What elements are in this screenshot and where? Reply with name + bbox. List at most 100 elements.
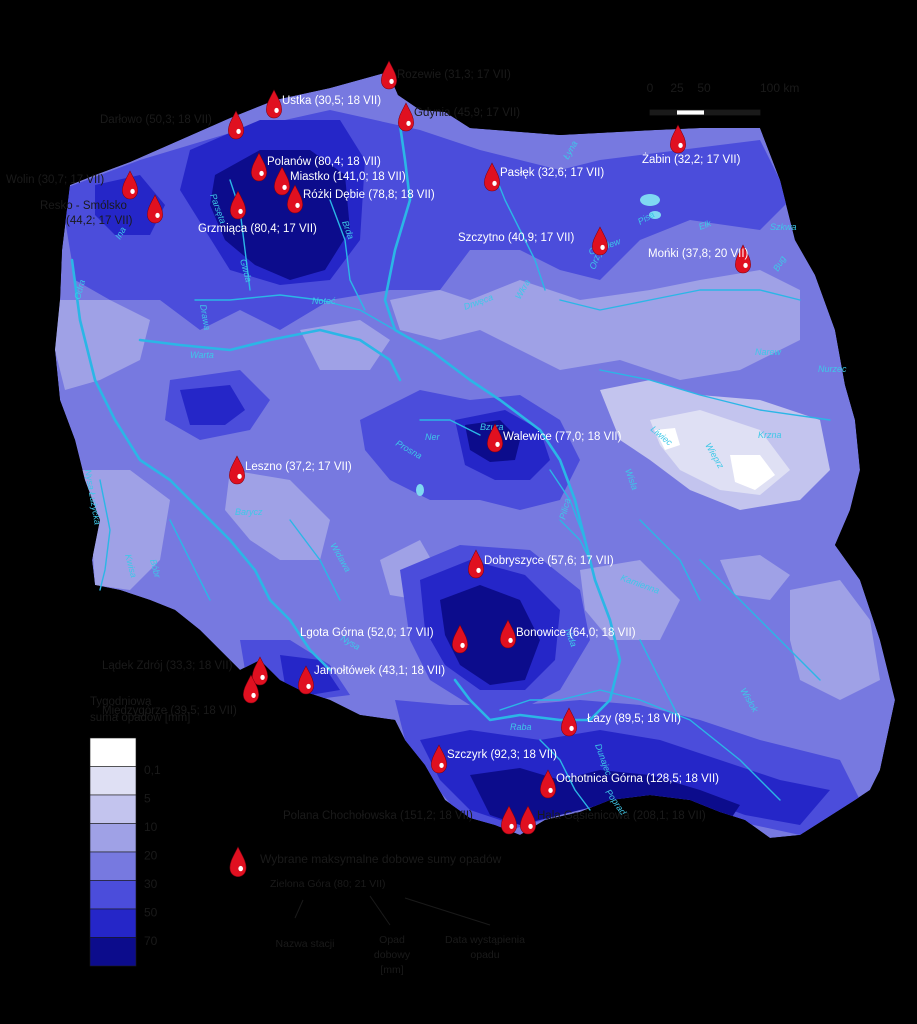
scale-label-2: 50: [697, 81, 711, 95]
river-label-37: Ełk: [697, 218, 713, 232]
river-7: [559, 289, 801, 311]
scale-bar: 0 25 50 100 km: [647, 81, 799, 116]
precip-zone-22: [440, 585, 540, 685]
station-0-raindrop-icon: [381, 60, 397, 90]
station-label-13: Mońki (37,8; 20 VII): [648, 248, 749, 260]
stations-layer: Rozewie (31,3; 17 VII) Ustka (30,5; 18 VI…: [6, 60, 751, 835]
legend-raindrop-icon: [229, 846, 247, 877]
station-23-raindrop-icon: [431, 744, 447, 774]
river-label-6: Drawa: [198, 304, 212, 331]
legend-swatch-1: [89, 766, 137, 796]
station-22-raindrop-icon: [561, 707, 577, 737]
river-label-38: Szkwa: [770, 222, 797, 232]
river-3: [194, 294, 396, 331]
station-12-raindrop-icon: [592, 226, 608, 256]
station-8-raindrop-icon: [484, 162, 500, 192]
precip-zone-4: [390, 270, 800, 380]
rainfall-zones: [55, 72, 895, 838]
station-label-25: Polana Chochołowska (151,2; 18 VII): [283, 810, 473, 822]
river-14: [639, 639, 681, 721]
river-18: [699, 559, 821, 681]
station-20-raindrop-icon: [298, 665, 314, 695]
legend-title-line1: Tygodniowa: [90, 696, 152, 708]
precip-zone-9: [55, 300, 150, 390]
station-label-1: Ustka (30,5; 18 VII): [282, 95, 381, 107]
legend-example-line-1: [294, 899, 304, 919]
station-label-24: Ochotnica Górna (128,5; 18 VII): [556, 773, 719, 785]
legend-class-2: 10: [144, 820, 158, 834]
scale-label-3: 100 km: [760, 81, 799, 95]
station-label-23: Szczyrk (92,3; 18 VII): [447, 749, 557, 761]
legend-swatch-0: [89, 737, 137, 767]
scale-bar-segment-2: [704, 110, 760, 115]
legend-class-5: 50: [144, 906, 158, 920]
rivers-layer: [70, 123, 831, 811]
station-14-raindrop-icon: [487, 423, 503, 453]
station-9-raindrop-icon: [122, 170, 138, 200]
station-label-26: Hala Gąsienicowa (208,1; 18 VII): [537, 810, 706, 822]
station-7-raindrop-icon: [287, 184, 303, 214]
river-19: [639, 519, 701, 601]
river-label-3: Warta: [190, 350, 214, 360]
precip-zone-8: [655, 428, 680, 450]
scale-label-0: 0: [647, 81, 654, 95]
station-label-4: Żabin (32,2; 17 VII): [642, 153, 741, 166]
station-17-raindrop-icon: [452, 624, 468, 654]
precip-zone-28: [720, 555, 790, 600]
river-label-10: Narew: [755, 347, 782, 357]
legend-example-station: Nazwa stacji: [276, 938, 335, 950]
legend-example: Zielona Góra (80; 21 VII): [270, 878, 386, 890]
precip-zone-19: [180, 385, 245, 425]
river-13: [539, 739, 591, 811]
river-label-22: Raba: [510, 722, 532, 732]
station-label-0: Rozewie (31,3; 17 VII): [397, 69, 511, 81]
station-label-20: Jarnołtówek (43,1; 18 VII): [314, 665, 445, 677]
station-label-9: Wolin (30,7; 17 VII): [6, 174, 104, 186]
precip-zone-13: [580, 560, 680, 640]
lake-0: [640, 194, 660, 206]
station-label-5: Polanów (80,4; 18 VII): [267, 156, 381, 168]
river-4: [229, 179, 251, 291]
station-4-raindrop-icon: [670, 124, 686, 154]
station-label-16: Dobryszyce (57,6; 17 VII): [484, 555, 614, 567]
river-2: [138, 328, 402, 382]
station-11-raindrop-icon: [230, 190, 246, 220]
station-5-raindrop-icon: [251, 152, 267, 182]
station-3-raindrop-icon: [398, 102, 414, 132]
river-0: [383, 123, 622, 722]
river-1: [70, 258, 332, 672]
river-8: [599, 369, 831, 421]
station-label-12: Szczytno (40,9; 17 VII): [458, 232, 575, 244]
scale-label-1: 25: [670, 81, 684, 95]
station-label-3: Gdynia (45,9; 17 VII): [414, 107, 520, 119]
legend-class-0: 0,1: [144, 763, 161, 777]
legend-swatch-4: [89, 851, 137, 881]
legend-class-4: 30: [144, 877, 158, 891]
station-label-6: Miastko (141,0; 18 VII): [290, 171, 406, 183]
station-label-7: Różki Dębie (78,8; 18 VII): [303, 189, 435, 201]
river-5: [329, 199, 366, 311]
station-label-19: Lądek Zdrój (33,3; 18 VII): [102, 660, 233, 672]
station-label-18: Bonowice (64,0; 18 VII): [516, 627, 636, 639]
station-label-22: Łazy (89,5; 18 VII): [587, 713, 681, 725]
legend-example-precip-3: [mm]: [380, 964, 403, 976]
river-label-4: Noteć: [312, 296, 336, 306]
station-label-10: Resko - Smólsko: [40, 200, 127, 212]
station-label-21: Międzygórze (39,5; 18 VII): [102, 705, 237, 717]
river-6: [494, 174, 546, 291]
scale-bar-segment-1: [650, 110, 677, 115]
precip-zone-25: [470, 768, 740, 825]
legend-title-line2: suma opadów [mm]: [90, 712, 190, 724]
station-24-raindrop-icon: [540, 769, 556, 799]
legend-swatch-2: [89, 794, 137, 824]
precip-zone-10: [80, 470, 170, 590]
station-label-17: Lgota Górna (52,0; 17 VII): [300, 627, 434, 639]
station-label-14: Walewice (77,0; 18 VII): [503, 431, 622, 443]
station-label-15: Leszno (37,2; 17 VII): [245, 461, 352, 473]
legend-marker-label: Wybrane maksymalne dobowe sumy opadów: [260, 852, 502, 866]
precip-zone-29: [300, 320, 390, 370]
station-1-raindrop-icon: [266, 89, 282, 119]
station-10-raindrop-icon: [147, 194, 163, 224]
station-26-raindrop-icon: [520, 805, 536, 835]
legend-class-3: 20: [144, 849, 158, 863]
